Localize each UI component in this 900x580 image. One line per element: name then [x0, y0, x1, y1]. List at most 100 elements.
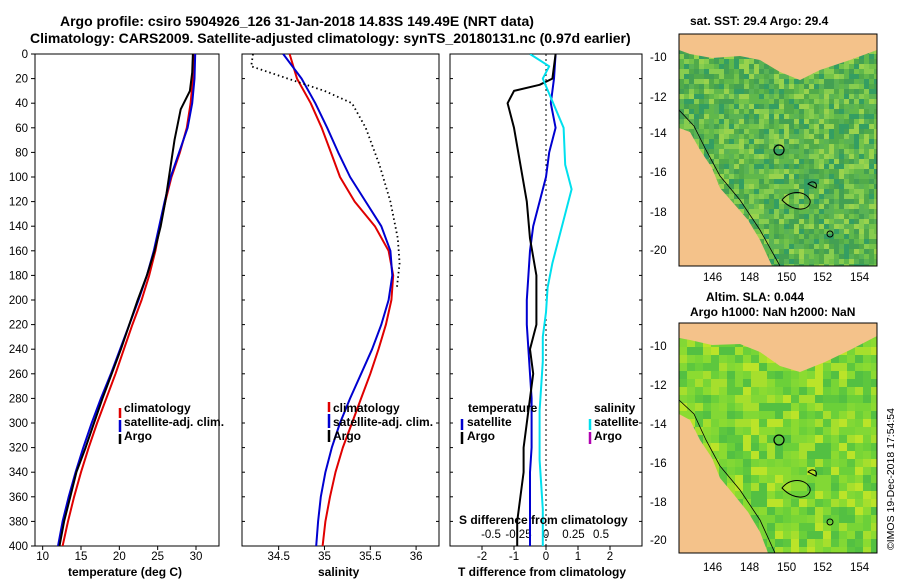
- sst-pixel: [754, 129, 759, 134]
- sst-pixel: [834, 149, 839, 154]
- sst-pixel: [804, 254, 809, 259]
- sst-pixel: [849, 199, 854, 204]
- sst-pixel: [679, 119, 684, 124]
- sst-pixel: [854, 164, 859, 169]
- sst-pixel: [849, 239, 854, 244]
- sla-pixel: [703, 387, 711, 395]
- sst-pixel: [794, 214, 799, 219]
- sst-pixel: [759, 209, 764, 214]
- sst-pixel: [829, 199, 834, 204]
- sst-pixel: [824, 249, 829, 254]
- sst-pixel: [849, 94, 854, 99]
- sst-pixel: [814, 149, 819, 154]
- sla-pixel: [743, 467, 751, 475]
- sst-pixel: [794, 249, 799, 254]
- sla-pixel: [719, 371, 727, 379]
- sla-pixel: [831, 467, 839, 475]
- sst-pixel: [789, 209, 794, 214]
- sst-map-frame: [678, 33, 878, 267]
- sst-pixel: [739, 189, 744, 194]
- sla-pixel: [767, 467, 775, 475]
- sst-pixel: [744, 204, 749, 209]
- sst-pixel: [774, 244, 779, 249]
- sst-pixel: [829, 164, 834, 169]
- sla-pixel: [871, 499, 877, 507]
- sst-pixel: [774, 169, 779, 174]
- sst-pixel: [759, 124, 764, 129]
- sla-map-ticks: -10 -12 -14 -16 -18 -20 146 148 150 152 …: [650, 341, 870, 574]
- sst-pixel: [784, 189, 789, 194]
- sst-pixel: [784, 79, 789, 84]
- sst-pixel: [774, 184, 779, 189]
- sla-pixel: [799, 395, 807, 403]
- sst-pixel: [709, 89, 714, 94]
- sst-pixel: [794, 184, 799, 189]
- sla-pixel: [847, 467, 855, 475]
- sst-lon-tick: 152: [813, 272, 832, 284]
- sla-pixel: [751, 427, 759, 435]
- sst-pixel: [734, 204, 739, 209]
- sla-pixel: [839, 467, 847, 475]
- sst-pixel: [694, 94, 699, 99]
- sst-pixel: [679, 79, 684, 84]
- sst-pixel: [799, 174, 804, 179]
- sst-pixel: [759, 194, 764, 199]
- sst-pixel: [769, 244, 774, 249]
- sst-pixel: [839, 134, 844, 139]
- sst-pixel: [809, 164, 814, 169]
- sla-pixel: [799, 539, 807, 547]
- isobath-line: [679, 399, 776, 553]
- sst-pixel: [854, 199, 859, 204]
- sla-pixel: [767, 403, 775, 411]
- sla-pixel: [735, 363, 743, 371]
- sst-pixel: [859, 189, 864, 194]
- sst-pixel: [839, 79, 844, 84]
- sla-pixel: [695, 339, 703, 347]
- sst-pixel: [844, 124, 849, 129]
- sla-pixel: [871, 515, 877, 523]
- sst-pixel: [779, 144, 784, 149]
- sst-pixel: [729, 79, 734, 84]
- sst-pixel: [854, 104, 859, 109]
- sst-pixel: [784, 164, 789, 169]
- sst-pixel: [749, 119, 754, 124]
- sla-pixel: [807, 491, 815, 499]
- sst-pixel: [754, 174, 759, 179]
- sst-pixel: [789, 154, 794, 159]
- sst-pixel: [704, 109, 709, 114]
- sst-pixel: [814, 254, 819, 259]
- sst-pixel: [714, 119, 719, 124]
- sst-pixel: [814, 159, 819, 164]
- sst-pixel: [789, 109, 794, 114]
- sst-pixel: [844, 129, 849, 134]
- sst-pixel: [764, 229, 769, 234]
- sla-pixel: [767, 395, 775, 403]
- sst-lat-tick: -20: [650, 245, 667, 257]
- sst-pixel: [754, 229, 759, 234]
- sla-pixel: [791, 379, 799, 387]
- sst-pixel: [794, 109, 799, 114]
- sst-pixel: [859, 64, 864, 69]
- sla-pixel: [767, 491, 775, 499]
- sst-pixel: [839, 169, 844, 174]
- sst-pixel: [704, 104, 709, 109]
- sst-pixel: [854, 119, 859, 124]
- sla-pixel: [703, 395, 711, 403]
- sst-pixel: [869, 244, 874, 249]
- sst-pixel: [869, 54, 874, 59]
- sst-pixel: [854, 174, 859, 179]
- sst-pixel: [839, 99, 844, 104]
- sst-pixel: [699, 149, 704, 154]
- sst-pixel: [834, 134, 839, 139]
- sla-pixel: [831, 459, 839, 467]
- sst-pixel: [679, 54, 684, 59]
- sst-pixel: [784, 139, 789, 144]
- sst-pixel: [819, 189, 824, 194]
- legend-climatology: climatology: [333, 401, 400, 415]
- sst-pixel: [829, 214, 834, 219]
- sst-pixel: [754, 184, 759, 189]
- land-australia: [679, 414, 768, 553]
- sst-pixel: [854, 134, 859, 139]
- sst-pixel: [804, 214, 809, 219]
- sst-pixel: [759, 79, 764, 84]
